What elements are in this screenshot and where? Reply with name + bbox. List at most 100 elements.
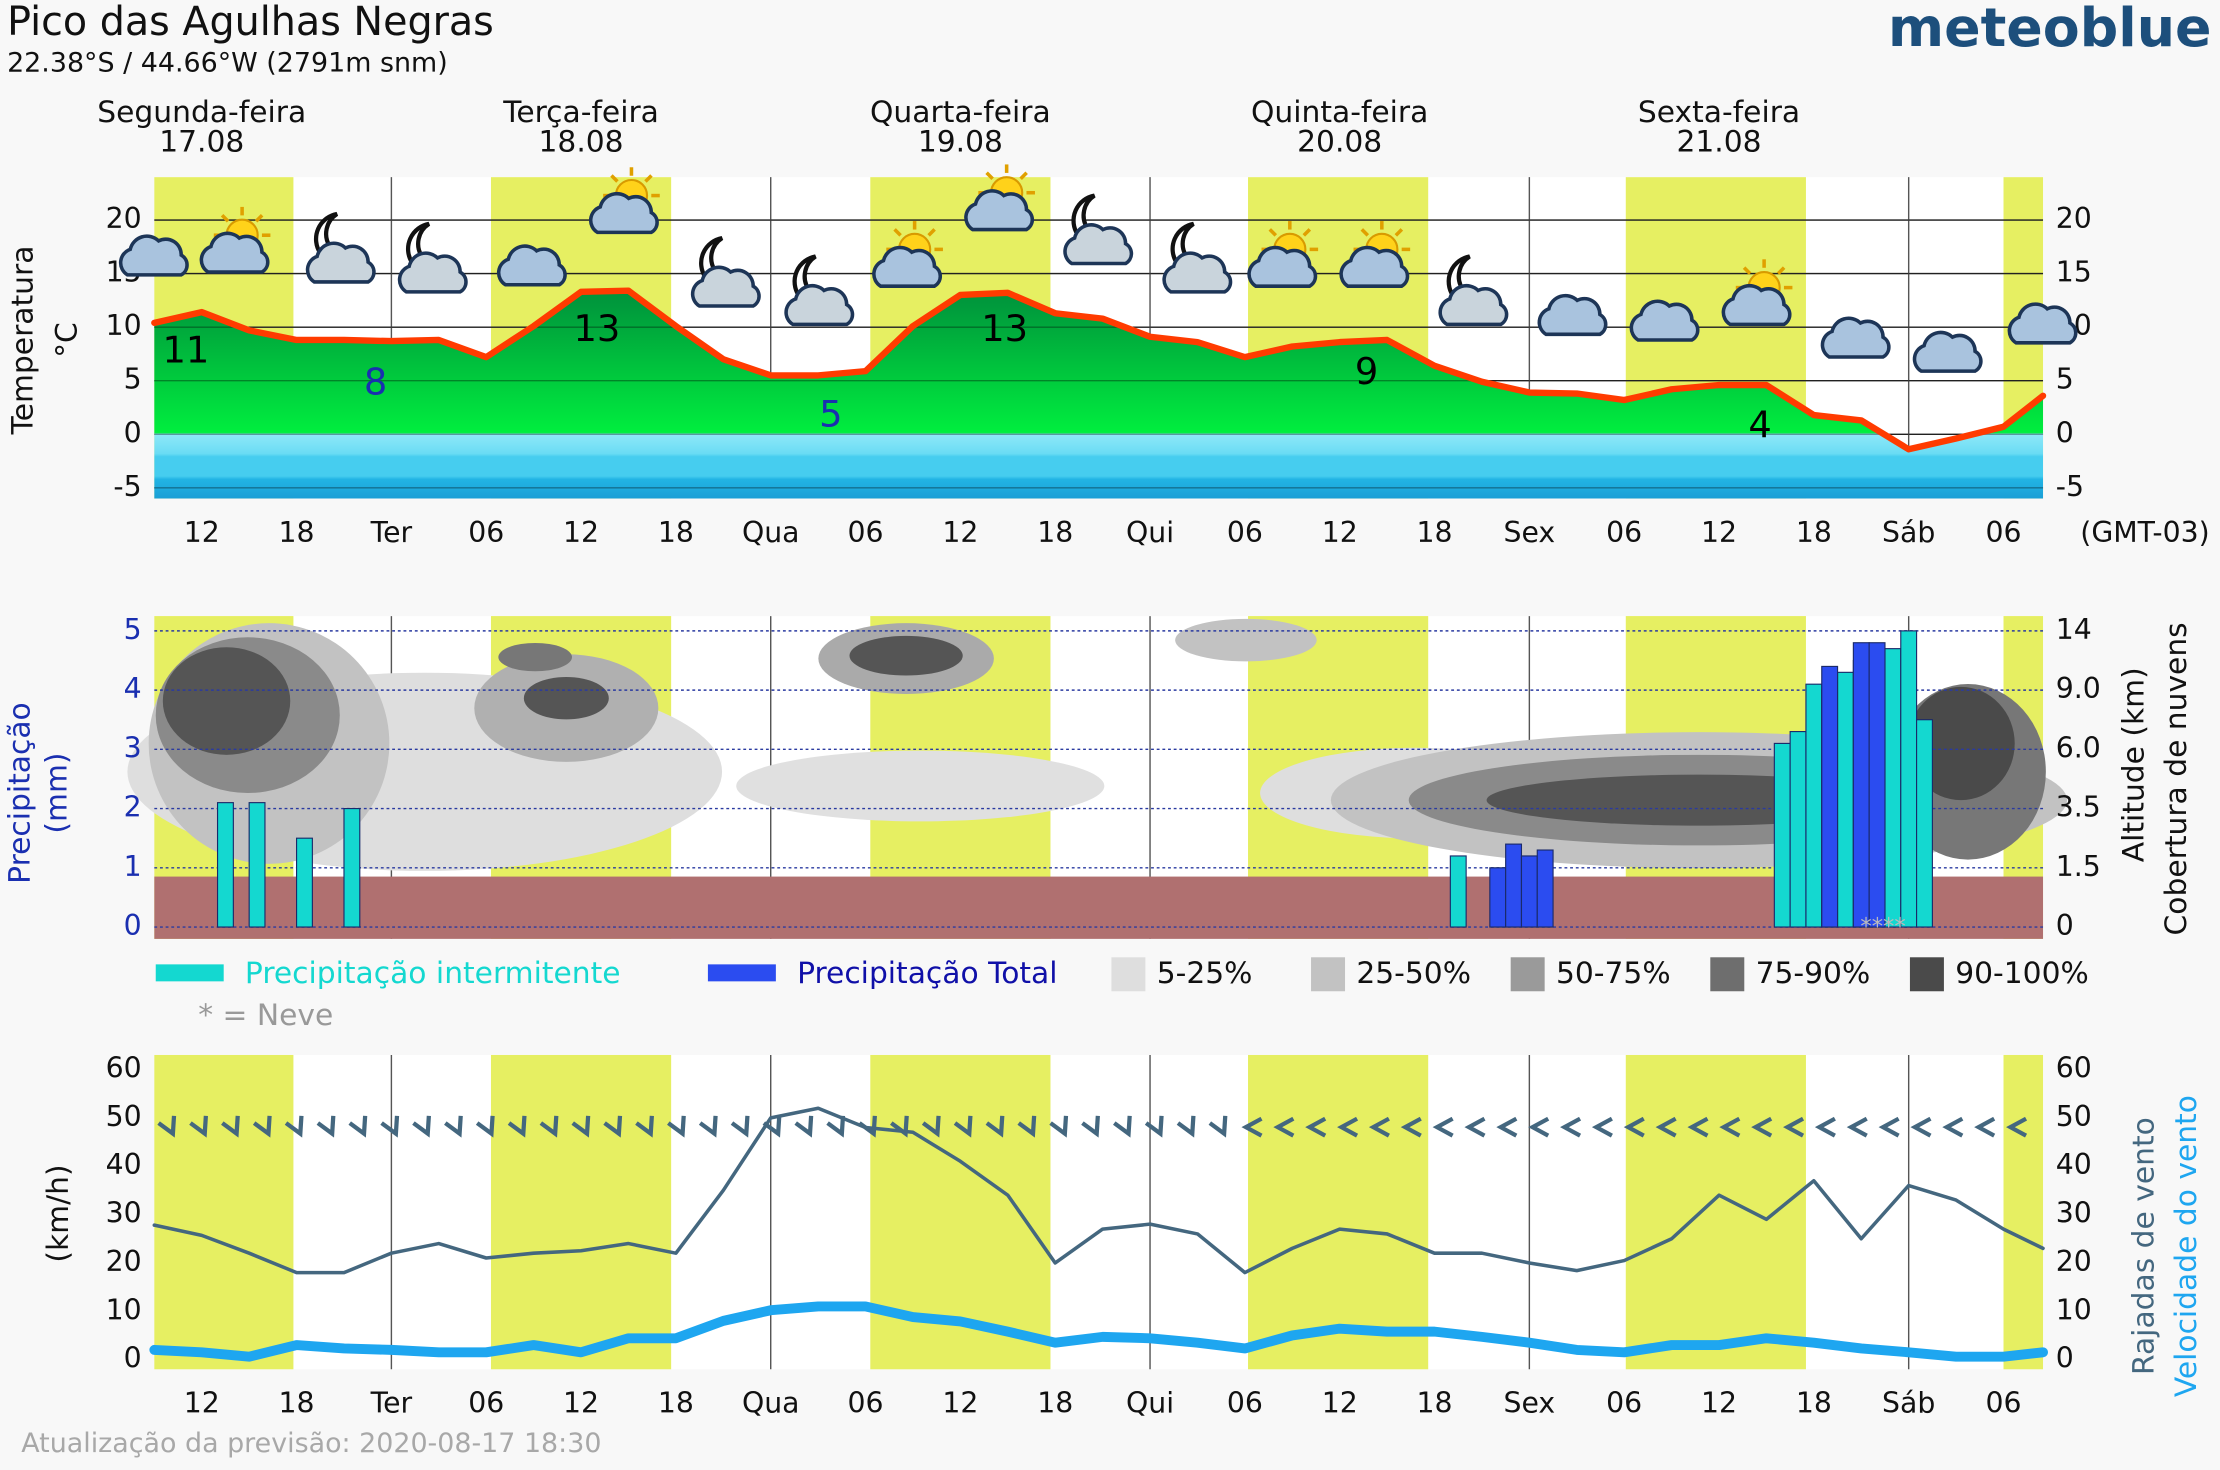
y-tick-label: 5 (124, 363, 142, 396)
y2-tick-label: 30 (2056, 1197, 2092, 1230)
wind-arrow (348, 1115, 368, 1138)
wind-arrow (1176, 1115, 1196, 1138)
precip-bar (1789, 731, 1807, 928)
precip-bar (1520, 855, 1538, 928)
wind-arrow (1208, 1115, 1228, 1138)
wind-arrow-shape (189, 1115, 208, 1138)
wind-arrow-shape (1623, 1116, 1645, 1138)
wind-arrow (1368, 1116, 1390, 1138)
wind-arrow-shape (762, 1115, 782, 1138)
y2-tick-label: 3.5 (2056, 791, 2101, 824)
wind-arrow (1591, 1116, 1613, 1138)
legend-label: 5-25% (1157, 956, 1253, 991)
wind-arrow-shape (1400, 1116, 1422, 1138)
weather-icon (496, 244, 567, 287)
cloud (523, 676, 609, 720)
temperature-extreme: 11 (163, 328, 210, 371)
x-tick-label: Sáb (1882, 516, 1935, 549)
wind-arrow (953, 1115, 973, 1138)
wind-arrow-shape (1464, 1116, 1486, 1138)
timezone: (GMT-03) (2080, 516, 2209, 549)
y2-tick-label: 0 (2056, 416, 2074, 449)
y-tick-label: 10 (106, 309, 142, 342)
wind-arrow (1687, 1116, 1709, 1138)
wind-arrow (412, 1115, 431, 1138)
x-tick-label: 06 (468, 1387, 504, 1420)
wind-arrow (1719, 1116, 1741, 1138)
wind-arrow-shape (1273, 1116, 1295, 1138)
weather-icon (305, 211, 376, 284)
sun-ray (1302, 228, 1312, 237)
x-tick-label: 12 (942, 516, 978, 549)
x-tick-label: 12 (563, 1387, 599, 1420)
wind-arrow (1113, 1115, 1132, 1138)
temperature-area (154, 290, 2044, 499)
wind-arrow-shape (1017, 1115, 1037, 1138)
temperature-extreme: 8 (364, 360, 387, 403)
wind-arrow (539, 1115, 559, 1138)
wind-arrow (667, 1115, 686, 1138)
weather-icon (397, 221, 468, 294)
wind-arrow (1144, 1115, 1164, 1138)
wind-arrow-shape (1814, 1116, 1836, 1138)
x-tick-label: 12 (184, 1387, 220, 1420)
cloud-icon (964, 189, 1035, 232)
x-tick-label: 18 (1417, 1387, 1453, 1420)
precip-bar (1773, 742, 1791, 928)
precip-bar (1489, 867, 1507, 928)
y-tick-label: 4 (124, 672, 142, 705)
y-tick-label: 50 (106, 1100, 142, 1133)
legend-swatch (1311, 957, 1346, 992)
wind-arrow (507, 1115, 527, 1138)
wind-arrow-shape (1113, 1115, 1132, 1138)
x-tick-label: 06 (1986, 516, 2022, 549)
day-date: 17.08 (159, 125, 244, 160)
x-tick-label: 06 (1227, 516, 1263, 549)
wind-arrow-shape (985, 1115, 1005, 1138)
cloud-icon (397, 251, 468, 294)
legend-swatch (1510, 957, 1545, 992)
x-tick-label: Sex (1504, 1387, 1556, 1420)
wind-arrow (1241, 1116, 1263, 1138)
weather-icon (199, 206, 271, 274)
day-date: 20.08 (1297, 125, 1382, 160)
y2-tick-label: 6.0 (2056, 731, 2101, 764)
wind-arrow (221, 1115, 240, 1138)
legend-label: Velocidade do vento (2169, 1095, 2204, 1397)
wind-arrow-shape (316, 1115, 336, 1138)
y-tick-label: -5 (113, 470, 141, 503)
wind-arrow (1783, 1116, 1805, 1138)
wind-arrow-shape (1241, 1116, 1263, 1138)
series-line (149, 1301, 2048, 1362)
wind-arrow (1814, 1116, 1836, 1138)
wind-arrow (571, 1115, 591, 1138)
cloud-icon (690, 265, 761, 308)
y-tick-label: 60 (106, 1051, 142, 1084)
x-tick-label: 18 (1796, 1387, 1832, 1420)
precip-bar (1821, 665, 1839, 928)
x-tick-label: 12 (1322, 516, 1358, 549)
day-name: Segunda-feira (97, 95, 306, 130)
wind-arrow-shape (571, 1115, 591, 1138)
y2-tick-label: 0 (2056, 1342, 2074, 1375)
cloud (1175, 618, 1317, 662)
wind-arrow-shape (1655, 1116, 1677, 1138)
y-tick-label: 0 (124, 1342, 142, 1375)
precip-bar (1505, 843, 1523, 928)
wind-arrow (1846, 1116, 1868, 1138)
foreground: -505101520-5051015201218Ter061218Qua0612… (3, 95, 2204, 1420)
legend-label: 90-100% (1955, 956, 2089, 991)
wind-arrow (730, 1115, 750, 1138)
legend-label: Precipitação intermitente (245, 956, 621, 991)
x-tick-label: 18 (1037, 516, 1073, 549)
wind-arrow-shape (221, 1115, 240, 1138)
weather-icon (784, 254, 855, 327)
wind-arrow (1273, 1116, 1295, 1138)
daylight (154, 1054, 294, 1370)
wind-arrow-shape (890, 1115, 909, 1138)
wind-arrow (444, 1115, 463, 1138)
wind-arrow-shape (1049, 1115, 1069, 1138)
wind-arrow (316, 1115, 336, 1138)
y-tick-label: 20 (106, 1245, 142, 1278)
